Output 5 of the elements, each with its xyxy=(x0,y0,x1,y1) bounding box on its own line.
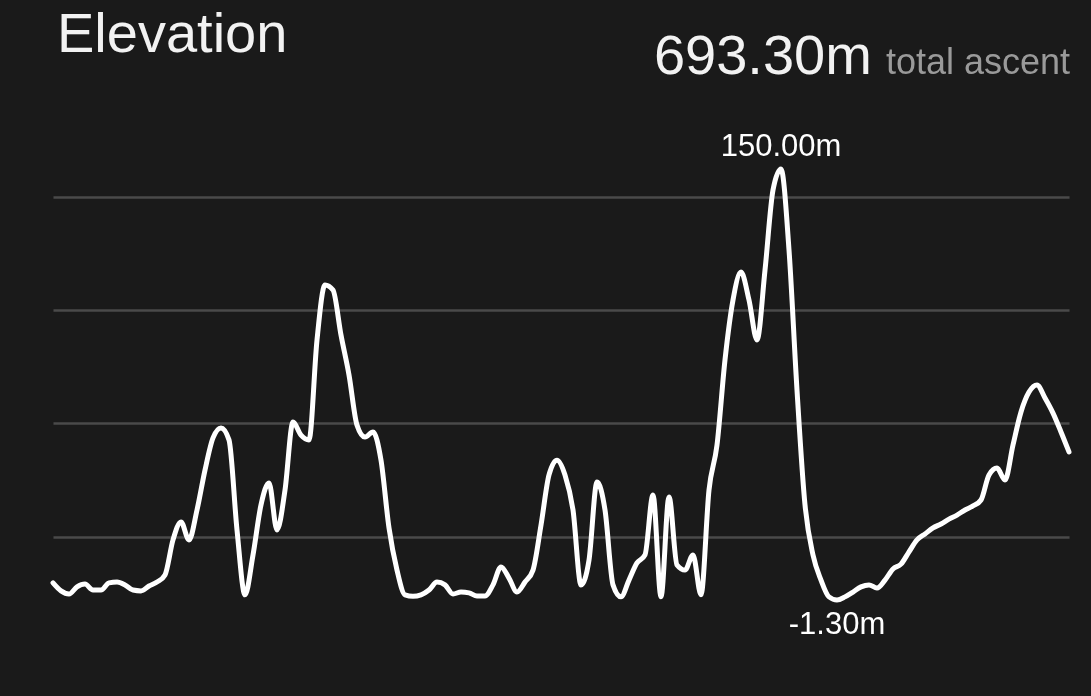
text: 693.30m xyxy=(653,23,872,86)
chart-title: Elevation xyxy=(57,1,288,64)
text: total ascent xyxy=(885,41,1070,82)
data-label: 150.00m xyxy=(720,128,842,163)
data-label: -1.30m xyxy=(788,606,886,641)
